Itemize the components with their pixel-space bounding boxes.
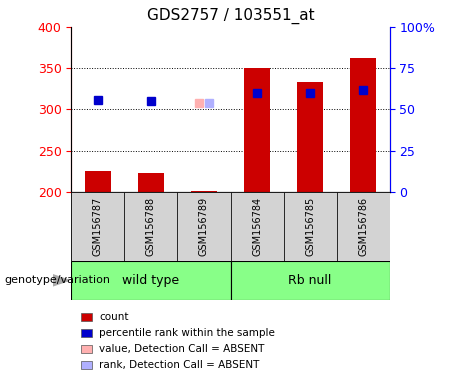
Text: GSM156787: GSM156787 (93, 197, 103, 256)
Bar (138, 173, 164, 192)
Bar (191, 191, 217, 192)
Text: genotype/variation: genotype/variation (5, 275, 111, 285)
Polygon shape (53, 275, 69, 286)
Text: percentile rank within the sample: percentile rank within the sample (99, 328, 275, 338)
Bar (230, 261, 390, 300)
Text: count: count (99, 312, 129, 322)
Text: wild type: wild type (123, 274, 179, 287)
Text: GSM156785: GSM156785 (305, 197, 315, 256)
Bar (297, 82, 323, 192)
Title: GDS2757 / 103551_at: GDS2757 / 103551_at (147, 8, 314, 24)
Text: GSM156788: GSM156788 (146, 197, 156, 256)
Bar (124, 192, 177, 261)
Bar (337, 192, 390, 261)
Bar (85, 171, 111, 192)
Text: GSM156786: GSM156786 (358, 197, 368, 256)
Text: value, Detection Call = ABSENT: value, Detection Call = ABSENT (99, 344, 265, 354)
Text: GSM156784: GSM156784 (252, 197, 262, 256)
Bar (71, 261, 230, 300)
Text: Rb null: Rb null (288, 274, 332, 287)
Bar (71, 192, 124, 261)
Bar (230, 192, 284, 261)
Bar (244, 68, 270, 192)
Bar (350, 58, 376, 192)
Text: GSM156789: GSM156789 (199, 197, 209, 256)
Bar (177, 192, 230, 261)
Text: rank, Detection Call = ABSENT: rank, Detection Call = ABSENT (99, 360, 260, 370)
Bar (284, 192, 337, 261)
